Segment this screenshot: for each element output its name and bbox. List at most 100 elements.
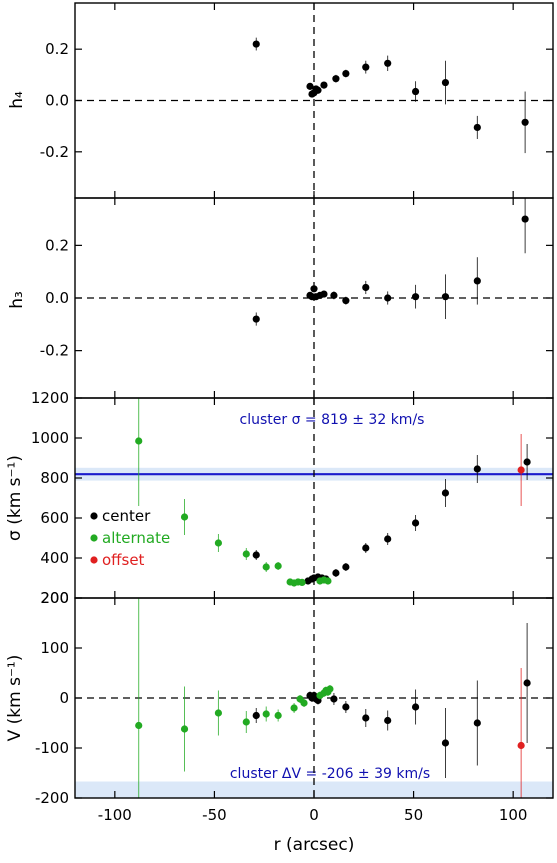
panel-v-center-0-point-8 <box>362 714 370 722</box>
panel-h3-series-0-point-13 <box>473 277 481 285</box>
panel-sigma-ytick-label-5: 200 <box>40 589 69 607</box>
panel-h4-series-0-point-14 <box>521 118 529 126</box>
panel-h4-series-0-point-9 <box>362 63 370 71</box>
panel-h4-series-0-point-1 <box>306 82 314 90</box>
panel-v-alternate-1-point-0 <box>135 721 143 730</box>
panel-sigma-ytick-label-3: 600 <box>40 509 69 527</box>
panel-h4-series-0-point-8 <box>342 69 350 78</box>
panel-v-center-0-point-6 <box>330 695 338 703</box>
panel-sigma-alternate-1-point-9 <box>298 578 306 587</box>
panel-h4-series-0-point-7 <box>332 75 340 83</box>
panel-sigma-center-0-point-7 <box>332 569 340 577</box>
panel-v-plot-area <box>75 598 553 798</box>
panel-h3-series-0-point-12 <box>441 293 450 301</box>
panel-sigma-ytick-label-2: 800 <box>40 469 69 487</box>
panel-h4-series-0-point-11 <box>411 87 420 96</box>
panel-sigma: 1200 1000 800 600 400 200 <box>31 389 554 607</box>
panel-v-center-0-point-7 <box>342 703 350 711</box>
panel-h3: 0.2 0.0 -0.2 <box>40 197 554 399</box>
panel-v-alternate-1-point-8 <box>300 699 308 707</box>
panel-h4: 0.2 0.0 -0.2 <box>40 2 554 199</box>
panel-v-center-0-point-0 <box>252 711 260 720</box>
x-axis-label: r (arcsec) <box>274 835 355 855</box>
legend-marker-alternate <box>90 534 98 542</box>
panel-h4-ytick-label-0: 0.2 <box>45 40 69 58</box>
panel-h4-ylabel: h₄ <box>7 91 27 109</box>
panel-h3-ylabel: h₃ <box>7 291 27 309</box>
panel-v-ytick-label-3: -100 <box>35 739 69 757</box>
panel-v-offset-2-point-0 <box>517 741 525 750</box>
legend-marker-offset <box>90 556 98 564</box>
panel-h4-ytick-label-2: -0.2 <box>40 143 69 161</box>
xtick-label-4: 100 <box>499 806 528 824</box>
xtick-label-2: 0 <box>309 806 319 824</box>
panel-h3-series-0-point-14 <box>521 215 529 223</box>
panel-h4-series-0-point-6 <box>320 81 328 89</box>
panel-v: 200 100 0 -100 -200 <box>35 589 554 807</box>
xtick-label-1: -50 <box>202 806 227 824</box>
panel-h3-series-0-point-8 <box>342 297 350 305</box>
panel-h3-series-0-point-10 <box>384 294 392 302</box>
panel-h3-plot-area <box>75 198 553 398</box>
panel-sigma-center-0-point-13 <box>473 465 481 473</box>
panel-h3-ytick-label-0: 0.2 <box>45 236 69 254</box>
panel-v-hline-band <box>75 781 553 798</box>
panel-v-center-0-point-9 <box>384 716 392 725</box>
panel-h3-series-0-point-6 <box>320 290 328 298</box>
panel-sigma-plot-area <box>75 398 553 598</box>
panel-v-ytick-label-0: 200 <box>40 589 69 607</box>
cluster-sigma-annotation: cluster σ = 819 ± 32 km/s <box>240 412 425 428</box>
legend-label-alternate: alternate <box>102 529 170 547</box>
panel-sigma-alternate-1-point-3 <box>242 550 250 558</box>
panel-sigma-center-0-point-9 <box>362 544 370 552</box>
panel-v-alternate-1-point-1 <box>180 725 189 733</box>
panel-sigma-alternate-1-point-5 <box>274 562 282 570</box>
panel-h3-series-0-point-11 <box>411 293 420 301</box>
panel-sigma-offset-2-point-0 <box>517 466 525 474</box>
panel-v-alternate-1-point-4 <box>262 710 270 718</box>
cluster-dv-annotation: cluster ΔV = -206 ± 39 km/s <box>230 766 430 782</box>
panel-h4-ytick-label-1: 0.0 <box>45 92 69 110</box>
panel-h4-series-0-point-5 <box>314 86 322 94</box>
panel-h4-series-0-point-12 <box>441 78 450 87</box>
panel-sigma-center-0-point-0 <box>252 551 260 559</box>
panel-sigma-center-0-point-10 <box>384 535 392 543</box>
panel-sigma-alternate-1-point-2 <box>214 539 222 547</box>
panel-sigma-center-0-point-8 <box>342 563 350 571</box>
panel-sigma-alternate-1-point-0 <box>135 437 143 445</box>
panel-v-center-0-point-10 <box>411 703 420 711</box>
panel-v-center-0-point-12 <box>473 719 481 727</box>
legend: center alternate offset <box>90 507 170 569</box>
legend-label-offset: offset <box>102 551 145 569</box>
panel-v-alternate-1-point-5 <box>274 711 282 720</box>
panel-h3-ytick-label-1: 0.0 <box>45 289 69 307</box>
panel-v-ytick-label-1: 100 <box>40 639 69 657</box>
panel-v-alternate-1-point-2 <box>214 709 222 717</box>
panel-sigma-center-0-point-12 <box>441 489 450 497</box>
panel-sigma-alternate-1-point-1 <box>180 513 189 521</box>
panel-v-center-0-point-11 <box>441 739 450 747</box>
panel-sigma-center-0-point-14 <box>523 458 531 466</box>
panel-h3-series-0-point-0 <box>252 315 260 323</box>
panel-h3-series-0-point-7 <box>330 291 338 299</box>
panel-h3-series-0-point-3 <box>310 285 318 293</box>
panel-sigma-ylabel: σ (km s⁻¹) <box>5 455 25 541</box>
panel-v-alternate-1-point-13 <box>326 685 334 693</box>
panel-sigma-alternate-1-point-4 <box>262 563 270 571</box>
panel-h3-series-0-point-9 <box>362 283 370 292</box>
panel-h4-series-0-point-10 <box>384 59 392 67</box>
xtick-label-3: 50 <box>404 806 423 824</box>
panel-h3-ytick-label-2: -0.2 <box>40 342 69 360</box>
panel-sigma-ytick-label-1: 1000 <box>31 429 69 447</box>
panel-h4-plot-area <box>75 3 553 198</box>
legend-marker-center <box>90 512 98 520</box>
panel-v-ytick-label-2: 0 <box>59 689 69 707</box>
plot-layer: 0.20.0-0.20.20.0-0.212001000800600400200… <box>31 2 554 824</box>
panel-h4-series-0-point-0 <box>252 40 260 48</box>
panel-v-ytick-label-4: -200 <box>35 789 69 807</box>
panel-v-alternate-1-point-3 <box>242 718 250 726</box>
panel-sigma-ytick-label-4: 400 <box>40 549 69 567</box>
panel-sigma-ytick-label-0: 1200 <box>31 389 69 407</box>
panel-h4-series-0-point-13 <box>473 123 481 132</box>
